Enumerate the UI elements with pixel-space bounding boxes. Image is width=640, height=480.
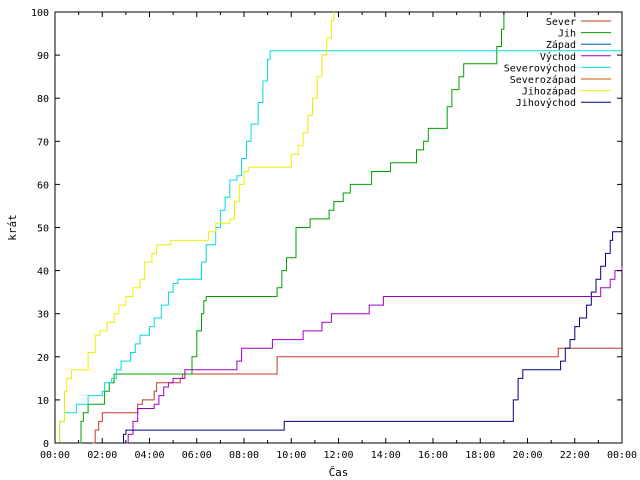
y-tick-label: 10 [37, 396, 49, 407]
x-axis-label: Čas [329, 466, 349, 479]
tick-labels: 0 10 20 30 40 50 60 70 80 90 100 00:00 02:00 04:00 06:… [31, 8, 637, 461]
y-tick-label: 80 [37, 94, 49, 105]
x-tick-label: 12:00 [323, 450, 353, 461]
legend-label: Jihovýchod [516, 97, 576, 109]
legend-label: Severozápad [510, 74, 576, 86]
series-line-5 [57, 50, 622, 444]
y-tick-label: 50 [37, 224, 49, 235]
x-tick-label: 18:00 [465, 450, 495, 461]
x-tick-label: 14:00 [371, 450, 401, 461]
series-line-7 [55, 12, 335, 444]
y-tick-label: 70 [37, 137, 49, 148]
legend-label: Sever [546, 17, 576, 28]
x-tick-label: 20:00 [512, 450, 542, 461]
y-tick-label: 30 [37, 310, 49, 321]
y-tick-label: 90 [37, 51, 49, 62]
x-tick-label: 08:00 [229, 450, 259, 461]
y-tick-label: 20 [37, 353, 49, 364]
x-tick-label: 06:00 [182, 450, 212, 461]
y-tick-label: 60 [37, 180, 49, 191]
legend: SeverJihZápadVýchodSeverovýchodSeverozáp… [504, 17, 611, 109]
series-line-1 [92, 347, 622, 444]
series-line-4 [125, 266, 623, 444]
y-tick-label: 100 [31, 8, 49, 19]
series-line-8 [121, 231, 622, 444]
series-layer [55, 12, 623, 444]
legend-label: Severovýchod [504, 62, 576, 74]
y-axis-label: krát [6, 214, 19, 241]
y-tick-label: 40 [37, 267, 49, 278]
legend-label: Západ [546, 39, 576, 51]
y-tick-label: 0 [43, 439, 49, 450]
x-tick-label: 00:00 [40, 450, 70, 461]
series-line-2 [78, 12, 505, 444]
legend-label: Jih [558, 29, 576, 40]
x-tick-label: 02:00 [87, 450, 117, 461]
x-tick-label: 16:00 [418, 450, 448, 461]
x-tick-label: 22:00 [560, 450, 590, 461]
legend-label: Jihozápad [522, 86, 576, 98]
legend-label: Východ [540, 51, 576, 63]
x-tick-label: 04:00 [134, 450, 164, 461]
x-tick-label: 00:00 [607, 450, 637, 461]
x-tick-label: 10:00 [276, 450, 306, 461]
